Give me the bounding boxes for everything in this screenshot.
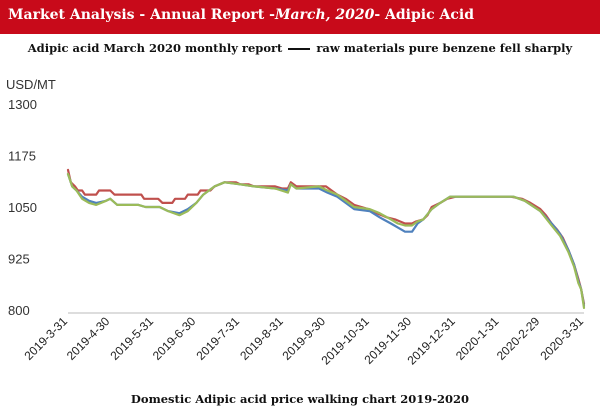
x-tick-label: 2020-2-29 [494,314,543,363]
chart-title: Adipic acid March 2020 monthly report raw… [0,41,600,55]
x-tick-label: 2019-6-30 [150,314,199,363]
y-tick-label: 1175 [8,149,36,164]
y-tick-label: 800 [8,303,30,318]
x-tick-label: 2019-12-31 [405,314,459,368]
x-tick-label: 2019-3-31 [22,314,71,363]
x-tick-label: 2020-1-31 [453,314,502,363]
series-line-green [66,172,586,309]
y-tick-label: 1050 [8,200,37,215]
chart-title-left: Adipic acid March 2020 monthly report [27,41,283,55]
x-tick-label: 2020-3-31 [538,314,587,363]
report-banner: Market Analysis - Annual Report -March, … [0,0,600,34]
title-dash [288,48,311,50]
report-title: Market Analysis - Annual Report -March, … [8,7,474,23]
y-axis-label: USD/MT [6,77,56,92]
y-tick-label: 925 [8,252,30,267]
x-tick-label: 2019-8-31 [237,314,286,363]
chart-title-right: raw materials pure benzene fell sharply [316,41,573,55]
series-line-blue [66,172,586,307]
x-tick-label: 2019-7-31 [194,314,243,363]
y-tick-label: 1300 [8,97,37,112]
x-tick-label: 2019-5-31 [108,314,157,363]
chart-caption: Domestic Adipic acid price walking chart… [130,392,470,406]
x-tick-label: 2019-4-30 [64,314,113,363]
